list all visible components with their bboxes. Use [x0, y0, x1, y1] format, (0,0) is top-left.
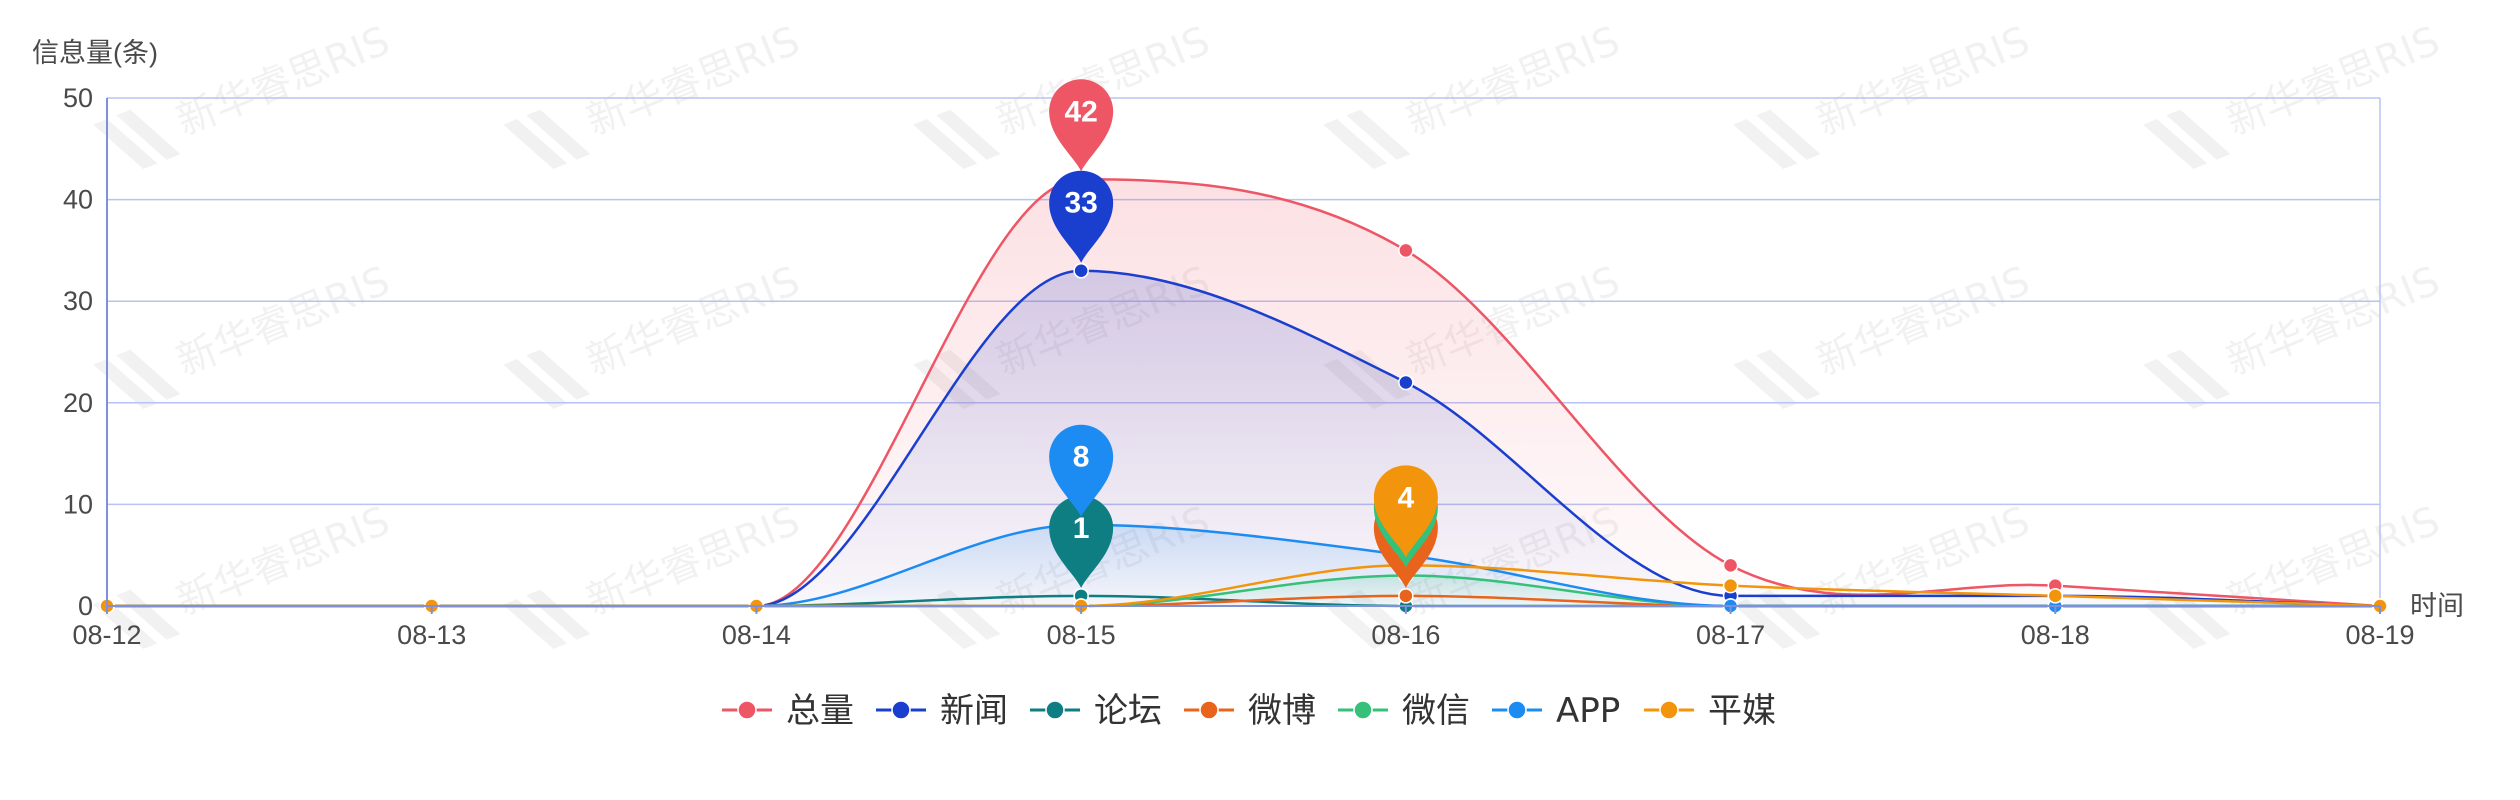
max-value-pin: 1	[1049, 495, 1114, 588]
x-tick-label: 08-13	[397, 620, 466, 650]
watermark: 新华睿思RIS	[1323, 18, 1626, 170]
series-area	[107, 270, 2380, 606]
legend-item[interactable]: 微博	[1184, 691, 1316, 731]
max-label-layer: 423311384	[1049, 79, 1438, 588]
data-point[interactable]	[1398, 588, 1414, 604]
watermark: 新华睿思RIS	[93, 258, 396, 410]
data-point[interactable]	[1722, 577, 1739, 594]
legend-item[interactable]: 论坛	[1030, 691, 1162, 731]
legend-item[interactable]: 微信	[1338, 691, 1470, 731]
axis-layer: 0 10 20 30 40 50 08-12 08-13 08-14 08-15 08-16 08-1…	[32, 38, 2464, 650]
max-value-label: 1	[1073, 512, 1090, 545]
svg-text:新华睿思RIS: 新华睿思RIS	[1810, 18, 2036, 145]
max-value-label: 42	[1064, 95, 1097, 128]
data-point[interactable]	[1398, 242, 1414, 259]
svg-text:新华睿思RIS: 新华睿思RIS	[1810, 258, 2036, 385]
svg-text:新华睿思RIS: 新华睿思RIS	[1400, 18, 1626, 145]
x-axis-title: 时间	[2410, 591, 2464, 621]
watermark: 新华睿思RIS	[503, 258, 806, 410]
watermark: 新华睿思RIS	[503, 18, 806, 170]
max-value-pin: 4	[1373, 465, 1438, 558]
legend-label: 总量	[786, 691, 854, 731]
x-tick-label: 08-12	[72, 620, 141, 650]
max-value-label: 8	[1073, 441, 1090, 474]
legend-label: 论坛	[1094, 691, 1162, 731]
x-tick-label: 08-17	[1696, 620, 1765, 650]
legend-label: APP	[1556, 691, 1620, 731]
legend-label: 微博	[1248, 691, 1316, 731]
max-value-label: 33	[1064, 187, 1097, 220]
svg-text:新华睿思RIS: 新华睿思RIS	[2220, 18, 2446, 145]
svg-text:新华睿思RIS: 新华睿思RIS	[170, 18, 396, 145]
y-axis-title: 信息量(条)	[32, 38, 158, 68]
legend-item[interactable]: 总量	[722, 691, 854, 731]
watermark: 新华睿思RIS	[1733, 18, 2036, 170]
data-point[interactable]	[2047, 588, 2064, 604]
watermark: 新华睿思RIS	[93, 18, 396, 170]
max-value-pin: 42	[1049, 79, 1114, 172]
data-point[interactable]	[1722, 557, 1739, 574]
legend-item[interactable]: 平媒	[1644, 691, 1776, 731]
max-value-pin: 33	[1049, 170, 1114, 263]
area-layer	[107, 179, 2380, 606]
grid-layer	[107, 97, 2381, 606]
data-point[interactable]	[1073, 262, 1089, 279]
legend-label: 微信	[1402, 691, 1470, 731]
x-tick-label: 08-16	[1371, 620, 1440, 650]
series-area	[107, 524, 2380, 606]
y-tick-label: 30	[63, 286, 93, 316]
y-tick-label: 40	[63, 185, 93, 215]
watermark: 新华睿思RIS	[2143, 18, 2446, 170]
x-tick-label: 08-19	[2345, 620, 2414, 650]
max-value-label: 4	[1398, 481, 1415, 514]
legend-item[interactable]: 新闻	[876, 691, 1008, 731]
svg-text:新华睿思RIS: 新华睿思RIS	[2220, 258, 2446, 385]
legend-label: 新闻	[940, 691, 1008, 731]
watermark: 新华睿思RIS	[1733, 498, 2036, 650]
svg-text:新华睿思RIS: 新华睿思RIS	[170, 258, 396, 385]
y-tick-label: 20	[63, 388, 93, 418]
x-tick-label: 08-18	[2021, 620, 2090, 650]
y-tick-label: 50	[63, 83, 93, 113]
legend[interactable]: 总量 新闻 论坛 微博 微信 APP 平媒	[722, 691, 1776, 731]
svg-text:新华睿思RIS: 新华睿思RIS	[580, 258, 806, 385]
x-tick-label: 08-14	[722, 620, 791, 650]
legend-item[interactable]: APP	[1492, 691, 1620, 731]
y-tick-label: 10	[63, 489, 93, 519]
legend-label: 平媒	[1708, 691, 1776, 731]
y-tick-label: 0	[78, 591, 93, 621]
max-value-pin: 8	[1049, 424, 1114, 517]
svg-text:新华睿思RIS: 新华睿思RIS	[580, 18, 806, 145]
data-point[interactable]	[1398, 374, 1414, 391]
watermark: 新华睿思RIS	[2143, 258, 2446, 410]
x-tick-label: 08-15	[1047, 620, 1116, 650]
watermark: 新华睿思RIS	[1733, 258, 2036, 410]
